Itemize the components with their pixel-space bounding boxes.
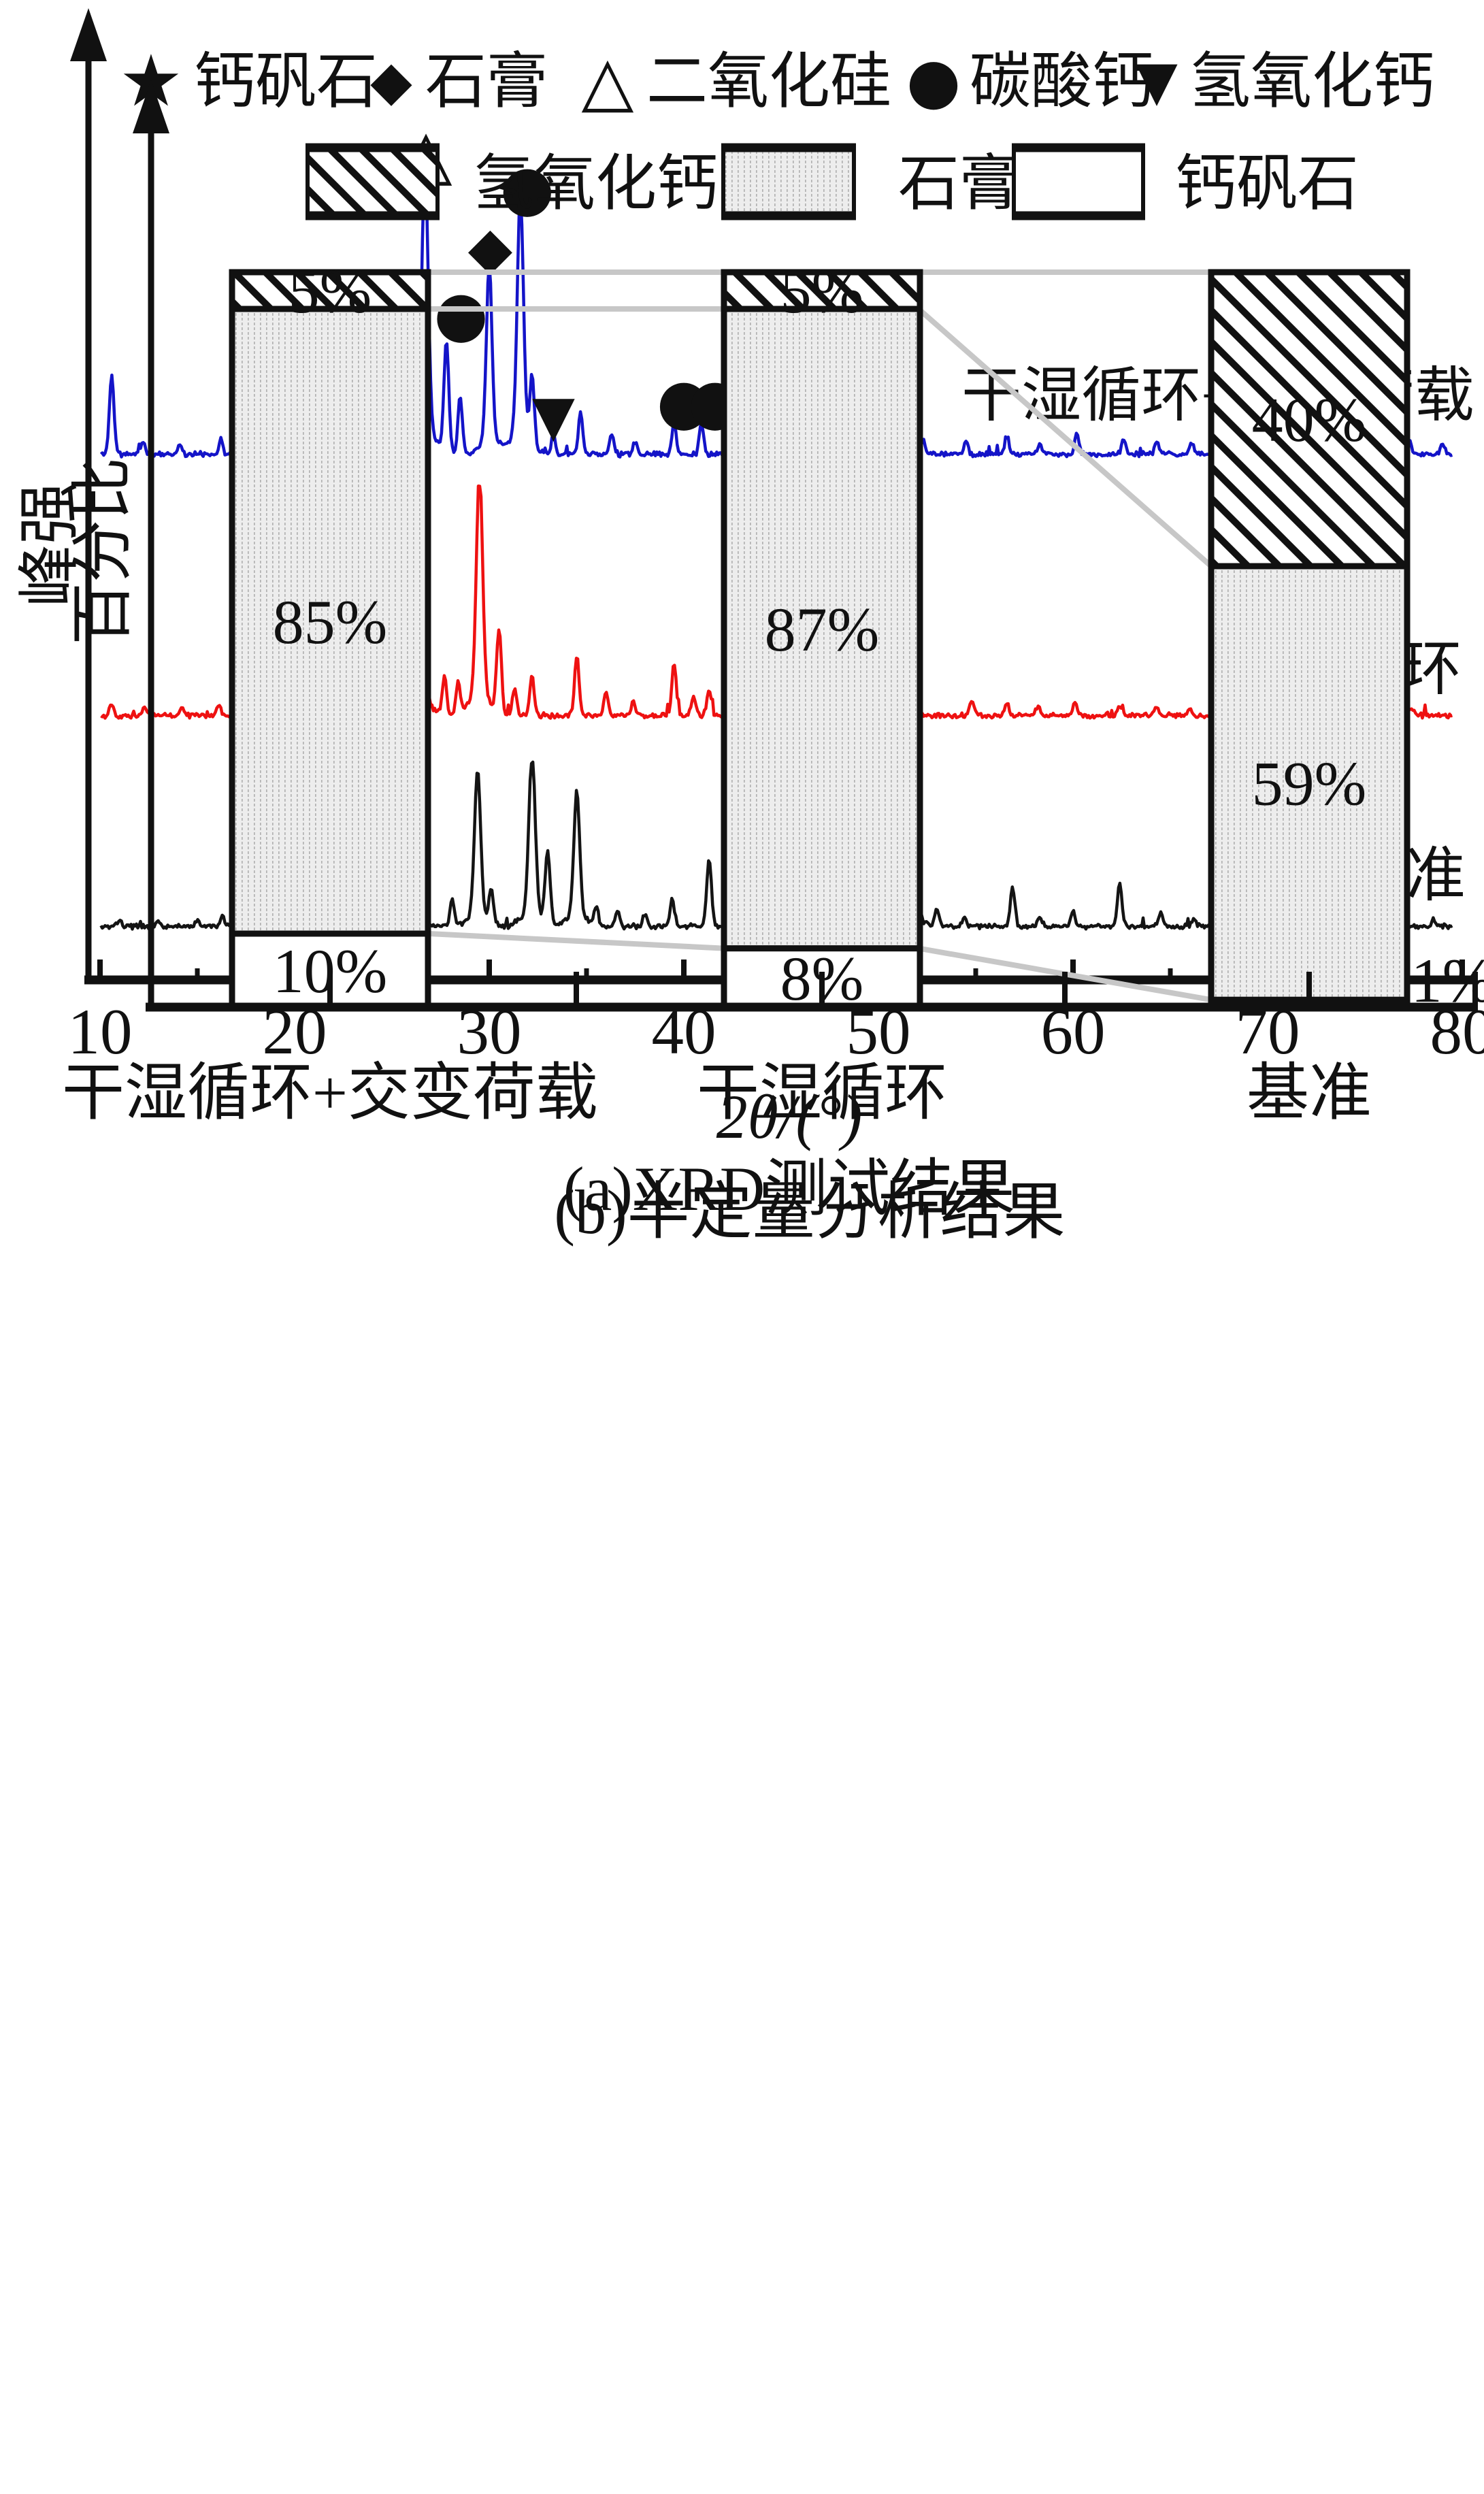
a-x-axis-label: 2θ/(°) — [716, 1082, 863, 1151]
connector-line — [428, 931, 725, 951]
phase-marker-icon: ● — [657, 365, 711, 438]
a-legend-label-4: 氢氧化钙 — [1189, 48, 1434, 116]
b-y-axis-label: 百分比 — [68, 457, 137, 645]
b-legend-label-1: 石膏 — [898, 150, 1021, 218]
percent-label: 40% — [1252, 385, 1367, 455]
a-legend-label-0: 钙矾石 — [194, 48, 378, 116]
bar-segment-hatch — [1208, 269, 1411, 570]
percent-label: 5% — [780, 257, 864, 326]
b-legend-label-0: 氢氧化钙 — [473, 150, 718, 218]
a-legend-label-3: 碳酸钙 — [970, 48, 1153, 116]
bar-segment-dots — [1208, 563, 1411, 1003]
bar-segment-hatch — [721, 269, 923, 312]
a-y-axis-arrowhead — [70, 8, 107, 61]
bar-segment-hatch — [229, 269, 431, 312]
phase-legend-icon: ▼ — [1136, 49, 1178, 112]
percent-label: 85% — [273, 587, 388, 657]
percent-label: 5% — [288, 257, 372, 326]
phase-marker-icon: ● — [433, 277, 488, 350]
bar-segment-dots — [229, 306, 431, 937]
a-x-tick-label: 10 — [68, 996, 133, 1068]
b-legend-swatch-plain — [1012, 146, 1145, 218]
b-legend-swatch-dots — [721, 146, 856, 218]
silica-legend-icon: △ — [582, 41, 634, 120]
percent-label: 87% — [765, 595, 880, 664]
a-y-axis-label: 峰强 — [15, 482, 84, 607]
connector-line — [917, 306, 1213, 569]
phase-legend-icon: ● — [906, 44, 961, 117]
b-caption: (b)半定量分析结果 — [554, 1177, 1065, 1247]
a-legend-label-2: 二氧化硅 — [646, 48, 891, 116]
b-legend-label-2: 钙矾石 — [1175, 150, 1359, 218]
phase-marker-icon: ● — [500, 152, 555, 225]
percent-label: 59% — [1252, 749, 1367, 819]
b-category-label-2: 基准 — [1247, 1058, 1372, 1128]
b-category-label-1: 干湿循环 — [697, 1058, 947, 1128]
a-caption: (a)XRD测试结果 — [563, 1154, 1015, 1224]
a-legend-label-1: 石膏 — [425, 48, 548, 116]
b-y-axis-arrowhead — [133, 80, 169, 133]
bar-segment-dots — [721, 306, 923, 952]
b-legend-swatch-hatch — [306, 146, 440, 218]
b-category-label-0: 干湿循环+交变荷载 — [62, 1058, 598, 1128]
stacked-bar-panel-b: 10%85%5%8%87%5%1%59%40%干湿循环+交变荷载干湿循环基准氢氧… — [62, 80, 1484, 1247]
phase-legend-icon: ◆ — [370, 49, 412, 112]
phase-marker-icon: ▼ — [532, 384, 575, 448]
